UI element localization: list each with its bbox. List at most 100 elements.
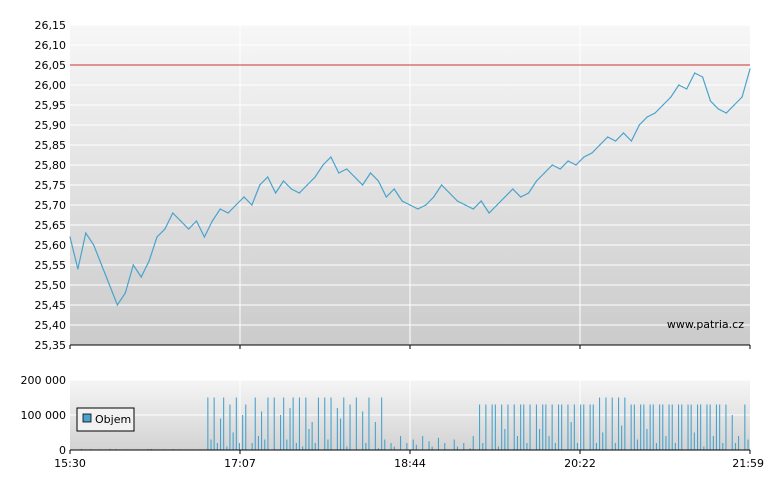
volume-bar <box>576 443 578 450</box>
price-point <box>496 204 498 206</box>
legend: Objem <box>76 407 135 432</box>
price-y-tick-label: 25,65 <box>35 219 67 232</box>
volume-bar <box>567 404 569 450</box>
price-point <box>464 204 466 206</box>
volume-bar <box>428 441 430 451</box>
volume-bar <box>539 429 541 450</box>
volume-bar <box>280 415 282 450</box>
price-point <box>607 136 609 138</box>
price-point <box>741 96 743 98</box>
volume-bar <box>681 404 683 450</box>
volume-bar <box>444 443 446 450</box>
volume-bar <box>400 436 402 450</box>
price-point <box>298 192 300 194</box>
price-point <box>630 140 633 142</box>
volume-bar <box>220 418 222 450</box>
price-point <box>148 260 150 262</box>
price-point <box>259 184 261 186</box>
volume-bar <box>485 404 487 450</box>
volume-bar <box>343 397 345 450</box>
volume-bar <box>719 404 721 450</box>
price-point <box>338 172 340 174</box>
volume-bar <box>589 404 591 450</box>
volume-bar <box>302 446 304 450</box>
volume-bar <box>662 404 664 450</box>
volume-bar <box>697 404 699 450</box>
volume-bar <box>659 404 661 450</box>
volume-bar <box>298 397 300 450</box>
volume-bar <box>744 404 746 450</box>
volume-bar <box>643 404 645 450</box>
volume-bar <box>384 439 386 450</box>
price-point <box>717 108 720 110</box>
price-point <box>456 200 458 202</box>
price-point <box>709 100 712 102</box>
price-y-axis: 25,35 25,40 25,45 25,50 25,55 25,60 25,65 25,70… <box>35 19 67 352</box>
price-point <box>504 196 506 198</box>
volume-bar <box>431 446 433 450</box>
volume-bar <box>213 397 215 450</box>
volume-bar <box>703 446 705 450</box>
volume-bar <box>210 439 212 450</box>
volume-bar <box>674 443 676 450</box>
price-point <box>227 212 229 214</box>
volume-bar <box>573 404 575 450</box>
volume-bar <box>671 404 673 450</box>
price-point <box>132 264 134 266</box>
price-point <box>322 164 324 166</box>
volume-bar <box>516 436 518 450</box>
price-point <box>290 188 292 190</box>
volume-bar <box>317 397 319 450</box>
volume-bar <box>254 397 256 450</box>
price-point <box>362 184 364 186</box>
x-tick-label: 18:44 <box>394 457 426 470</box>
price-point <box>409 204 411 206</box>
price-point <box>377 180 379 182</box>
volume-bar <box>305 397 307 450</box>
volume-bar <box>355 397 357 450</box>
price-point <box>417 208 419 210</box>
volume-bar <box>292 397 294 450</box>
price-point <box>591 152 593 154</box>
price-point <box>101 264 103 266</box>
volume-bar <box>324 397 326 450</box>
price-y-tick-label: 25,90 <box>35 119 67 132</box>
volume-panel: 0 100 000 200 000 15:30 17:07 18:44 20:22 21:5… <box>21 374 765 470</box>
price-point <box>448 192 451 194</box>
price-point <box>702 76 704 78</box>
price-point <box>282 180 285 182</box>
volume-bar <box>592 404 594 450</box>
volume-bar <box>494 404 496 450</box>
volume-bar <box>542 404 544 450</box>
volume-bar <box>614 443 616 450</box>
volume-bar <box>226 446 228 450</box>
volume-bar <box>336 408 338 450</box>
volume-bar <box>561 404 563 450</box>
volume-bar <box>286 439 288 450</box>
price-point <box>203 236 205 238</box>
price-point <box>433 196 435 198</box>
price-y-tick-label: 26,10 <box>35 39 67 52</box>
price-point <box>472 208 474 210</box>
price-point <box>180 220 182 222</box>
price-y-tick-label: 25,95 <box>35 99 67 112</box>
price-point <box>124 292 126 294</box>
price-point <box>235 204 237 206</box>
volume-bar <box>261 411 263 450</box>
volume-bar <box>314 443 316 450</box>
volume-bar <box>340 418 342 450</box>
price-point <box>733 104 735 106</box>
x-tick-label: 20:22 <box>564 457 596 470</box>
volume-bar <box>229 404 231 450</box>
price-point <box>559 168 561 170</box>
price-y-tick-label: 25,70 <box>35 199 67 212</box>
volume-bar <box>311 422 313 450</box>
volume-y-tick-label: 200 000 <box>21 374 67 387</box>
price-point <box>346 168 348 170</box>
price-point <box>520 196 522 198</box>
price-point <box>385 196 387 198</box>
price-point <box>354 176 356 178</box>
price-point <box>188 228 190 230</box>
volume-bar <box>712 436 714 450</box>
price-point <box>488 212 490 214</box>
